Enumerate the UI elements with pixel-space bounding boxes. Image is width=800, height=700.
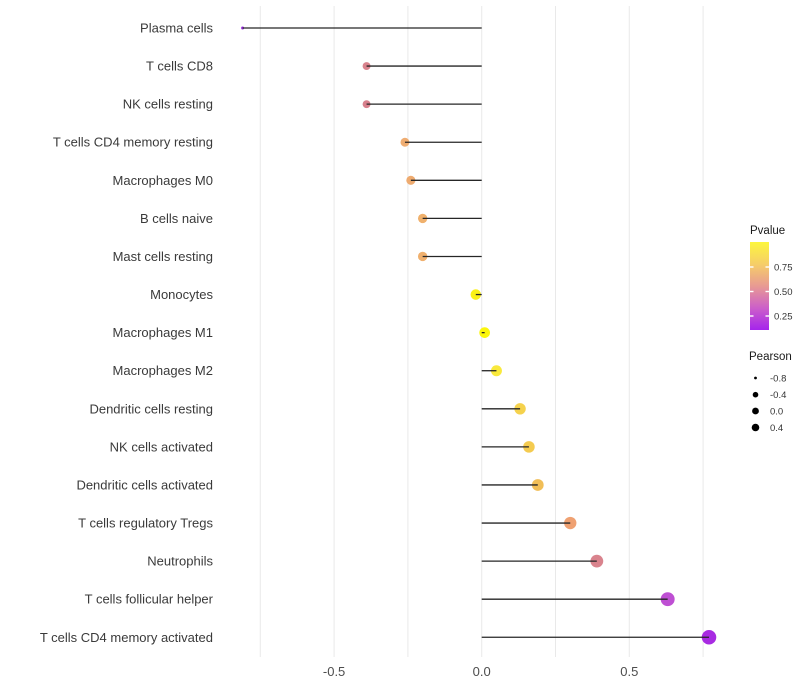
category-label: Macrophages M2 <box>113 363 213 378</box>
lollipop-point <box>470 289 482 300</box>
x-tick-label: 0.5 <box>620 664 638 679</box>
pvalue-tick-label: 0.25 <box>774 312 793 323</box>
pearson-size-key-dot <box>751 423 760 432</box>
pearson-key-label: -0.8 <box>770 374 786 385</box>
category-label: Neutrophils <box>147 554 213 569</box>
pearson-size-key-dot <box>754 376 757 380</box>
panel-gridlines <box>259 6 704 657</box>
legend: Pvalue 0.75 0.50 0.25 Pearson -0.8 -0.4 0.0 0.4 <box>749 225 793 434</box>
pvalue-tick-label: 0.75 <box>774 263 793 274</box>
category-label: T cells regulatory Tregs <box>78 516 213 531</box>
pvalue-legend-title: Pvalue <box>750 225 785 237</box>
pvalue-tick-label: 0.50 <box>774 287 793 298</box>
pearson-key-label: 0.4 <box>770 423 783 434</box>
category-label: Mast cells resting <box>113 249 213 264</box>
category-label: Dendritic cells activated <box>76 477 213 492</box>
category-label: Dendritic cells resting <box>89 401 213 416</box>
category-label: Plasma cells <box>140 21 213 36</box>
category-label: T cells CD4 memory resting <box>53 135 213 150</box>
category-label: Macrophages M1 <box>113 325 213 340</box>
pearson-size-key-dot <box>752 407 759 415</box>
x-axis-tick-labels: -0.5 0.0 0.5 <box>323 664 638 679</box>
pearson-key-label: 0.0 <box>770 407 783 418</box>
category-label: Monocytes <box>150 287 213 302</box>
category-label: NK cells activated <box>110 439 213 454</box>
x-tick-label: 0.0 <box>473 664 491 679</box>
lollipop-rows <box>241 26 717 645</box>
x-tick-label: -0.5 <box>323 664 345 679</box>
category-label: NK cells resting <box>123 97 213 112</box>
pearson-legend-title: Pearson <box>749 351 792 363</box>
category-label: T cells CD4 memory activated <box>40 630 213 645</box>
category-label: T cells CD8 <box>146 59 213 74</box>
pearson-size-key-dot <box>752 391 759 398</box>
category-label: Macrophages M0 <box>113 173 213 188</box>
category-label: B cells naive <box>140 211 213 226</box>
pearson-key-label: -0.4 <box>770 390 786 401</box>
y-axis-category-labels: Plasma cells T cells CD8 NK cells resting T… <box>40 21 214 645</box>
category-label: T cells follicular helper <box>85 592 214 607</box>
pvalue-colorbar <box>750 242 769 330</box>
